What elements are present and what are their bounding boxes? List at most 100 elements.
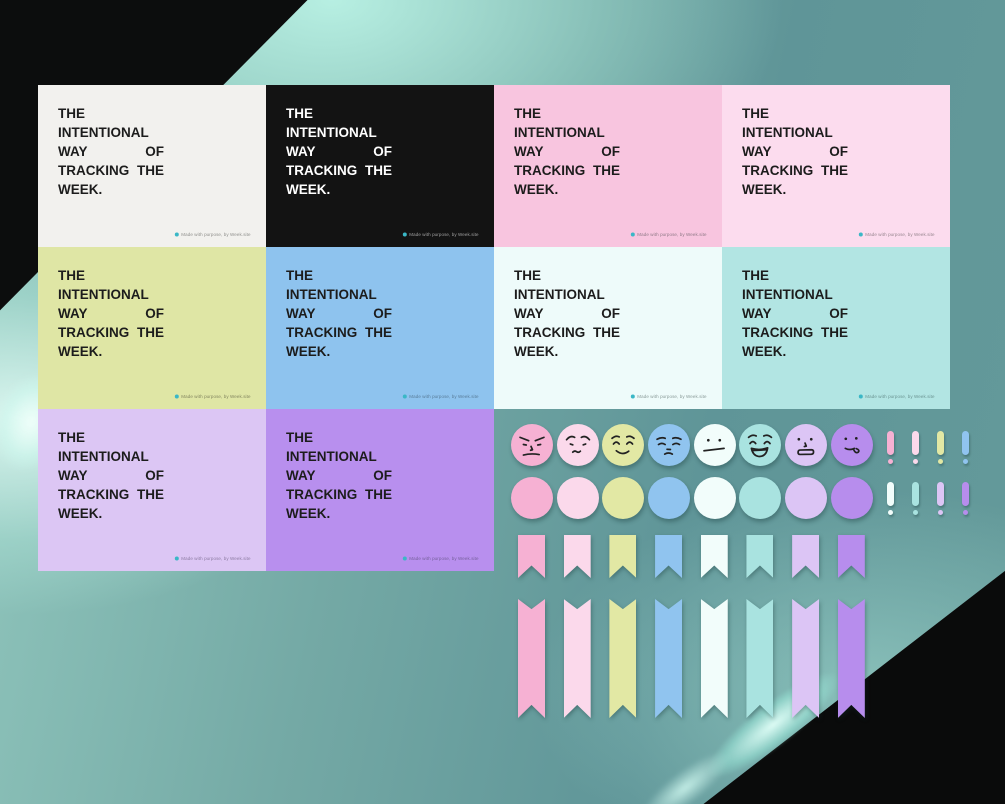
card-title-word: INTENTIONAL [286, 125, 377, 140]
exclamation-stickers-row-1 [887, 431, 969, 464]
flag-shape [700, 535, 728, 578]
card-title-line: WAY OF [286, 468, 392, 487]
exclamation-bar [912, 431, 919, 455]
card-footer-text: Made with purpose, by Week.site [865, 232, 935, 237]
card-title: THE INTENTIONAL WAY OF TRACKING THE WEEK. [286, 106, 392, 201]
card-title-word: TRACKING [286, 487, 358, 502]
card-title-word: WAY [514, 306, 544, 321]
uneasy-face-doodle [565, 435, 591, 454]
card-footer-text: Made with purpose, by Week.site [865, 394, 935, 399]
exclamation-sticker-purple [962, 482, 969, 515]
card-title-word: WAY [58, 468, 88, 483]
circle-sticker-yellow [602, 477, 645, 519]
content-face-doodle [611, 435, 636, 455]
short-flag-sticker-yellow [609, 535, 637, 578]
card-title-line: TRACKING THE [58, 163, 164, 182]
card-title-line: INTENTIONAL [514, 125, 620, 144]
exclamation-dot [887, 458, 894, 464]
card-footer-text: Made with purpose, by Week.site [181, 394, 251, 399]
card-title-word: TRACKING [514, 163, 586, 178]
card-title: THE INTENTIONAL WAY OF TRACKING THE WEEK. [58, 268, 164, 363]
poster-card-grid: THE INTENTIONAL WAY OF TRACKING THE WEEK. Made … [38, 85, 950, 571]
card-title-line: WAY OF [286, 144, 392, 163]
card-title-line: TRACKING THE [514, 163, 620, 182]
exclamation-sticker-pink [887, 431, 894, 464]
card-title-line: THE [286, 268, 392, 287]
card-title-word: THE [821, 325, 848, 340]
card-title-word: INTENTIONAL [514, 125, 605, 140]
card-title-line: INTENTIONAL [742, 125, 848, 144]
card-title-line: INTENTIONAL [58, 125, 164, 144]
card-title-line: WEEK. [58, 506, 164, 525]
poster-card-blue: THE INTENTIONAL WAY OF TRACKING THE WEEK. Made … [266, 247, 494, 409]
circle-sticker-pink [511, 477, 553, 519]
exclamation-bar [937, 431, 944, 455]
brand-dot-icon [175, 232, 180, 237]
exclamation-dot [912, 509, 919, 515]
poster-card-cyan: THE INTENTIONAL WAY OF TRACKING THE WEEK. Made … [722, 247, 950, 409]
tall-flag-sticker-yellow [609, 599, 637, 718]
card-title-word: WEEK. [286, 182, 331, 197]
face-sticker-uneasy [556, 424, 599, 466]
card-title-word: WEEK. [58, 182, 103, 197]
circle-sticker-purple [830, 477, 873, 519]
card-title-word: WAY [742, 144, 772, 159]
card-footer: Made with purpose, by Week.site [403, 394, 479, 399]
card-title-word: INTENTIONAL [58, 287, 149, 302]
card-title: THE INTENTIONAL WAY OF TRACKING THE WEEK. [286, 430, 392, 525]
card-title-line: TRACKING THE [742, 163, 848, 182]
flag-shape [563, 535, 591, 578]
card-title-line: WAY OF [58, 468, 164, 487]
brand-dot-icon [859, 394, 864, 399]
brand-dot-icon [403, 232, 408, 237]
card-title-word: WAY [286, 468, 316, 483]
card-footer: Made with purpose, by Week.site [631, 394, 707, 399]
card-title-word: INTENTIONAL [58, 449, 149, 464]
flag-shape [609, 599, 637, 718]
circle-stickers-row [511, 477, 873, 519]
exclamation-dot [937, 458, 944, 464]
brand-dot-icon [631, 232, 636, 237]
flag-shape [792, 599, 820, 718]
card-title-word: THE [365, 325, 392, 340]
flag-shape [518, 535, 545, 578]
card-title-word: WEEK. [58, 506, 103, 521]
flag-shape [518, 599, 545, 718]
poster-card-mint-white: THE INTENTIONAL WAY OF TRACKING THE WEEK. Made … [494, 247, 722, 409]
sad-face-doodle [656, 436, 682, 455]
card-title-word: TRACKING [58, 487, 130, 502]
flag-shape [700, 599, 728, 718]
poster-card-purple: THE INTENTIONAL WAY OF TRACKING THE WEEK. Made … [266, 409, 494, 571]
card-title-word: TRACKING [58, 325, 130, 340]
card-title-line: WEEK. [286, 344, 392, 363]
circle-sticker-mint-white [693, 477, 736, 519]
poster-card-off-white: THE INTENTIONAL WAY OF TRACKING THE WEEK. Made … [38, 85, 266, 247]
card-title-word: WAY [286, 306, 316, 321]
brand-dot-icon [403, 556, 408, 561]
card-title-word: THE [286, 268, 313, 283]
flag-shape [746, 599, 774, 718]
card-title-word: THE [286, 430, 313, 445]
exclamation-sticker-cyan [912, 482, 919, 515]
face-sticker-angry [511, 424, 553, 466]
card-title: THE INTENTIONAL WAY OF TRACKING THE WEEK. [514, 268, 620, 363]
card-title-line: INTENTIONAL [514, 287, 620, 306]
card-title-word: INTENTIONAL [286, 287, 377, 302]
short-flag-sticker-purple [837, 535, 865, 578]
card-title-line: INTENTIONAL [742, 287, 848, 306]
card-title-word: THE [365, 487, 392, 502]
card-title-line: INTENTIONAL [58, 287, 164, 306]
card-title-word: THE [365, 163, 392, 178]
card-title-line: WEEK. [742, 182, 848, 201]
card-title-line: WAY OF [742, 144, 848, 163]
card-title-word: WEEK. [742, 344, 787, 359]
exclamation-dot [962, 458, 969, 464]
card-title-word: OF [145, 306, 164, 321]
card-title-line: WAY OF [514, 144, 620, 163]
card-title-word: INTENTIONAL [742, 125, 833, 140]
card-footer-text: Made with purpose, by Week.site [181, 232, 251, 237]
flag-shape [837, 599, 865, 718]
card-title-word: OF [829, 144, 848, 159]
brand-dot-icon [403, 394, 408, 399]
flag-shape [837, 535, 865, 578]
